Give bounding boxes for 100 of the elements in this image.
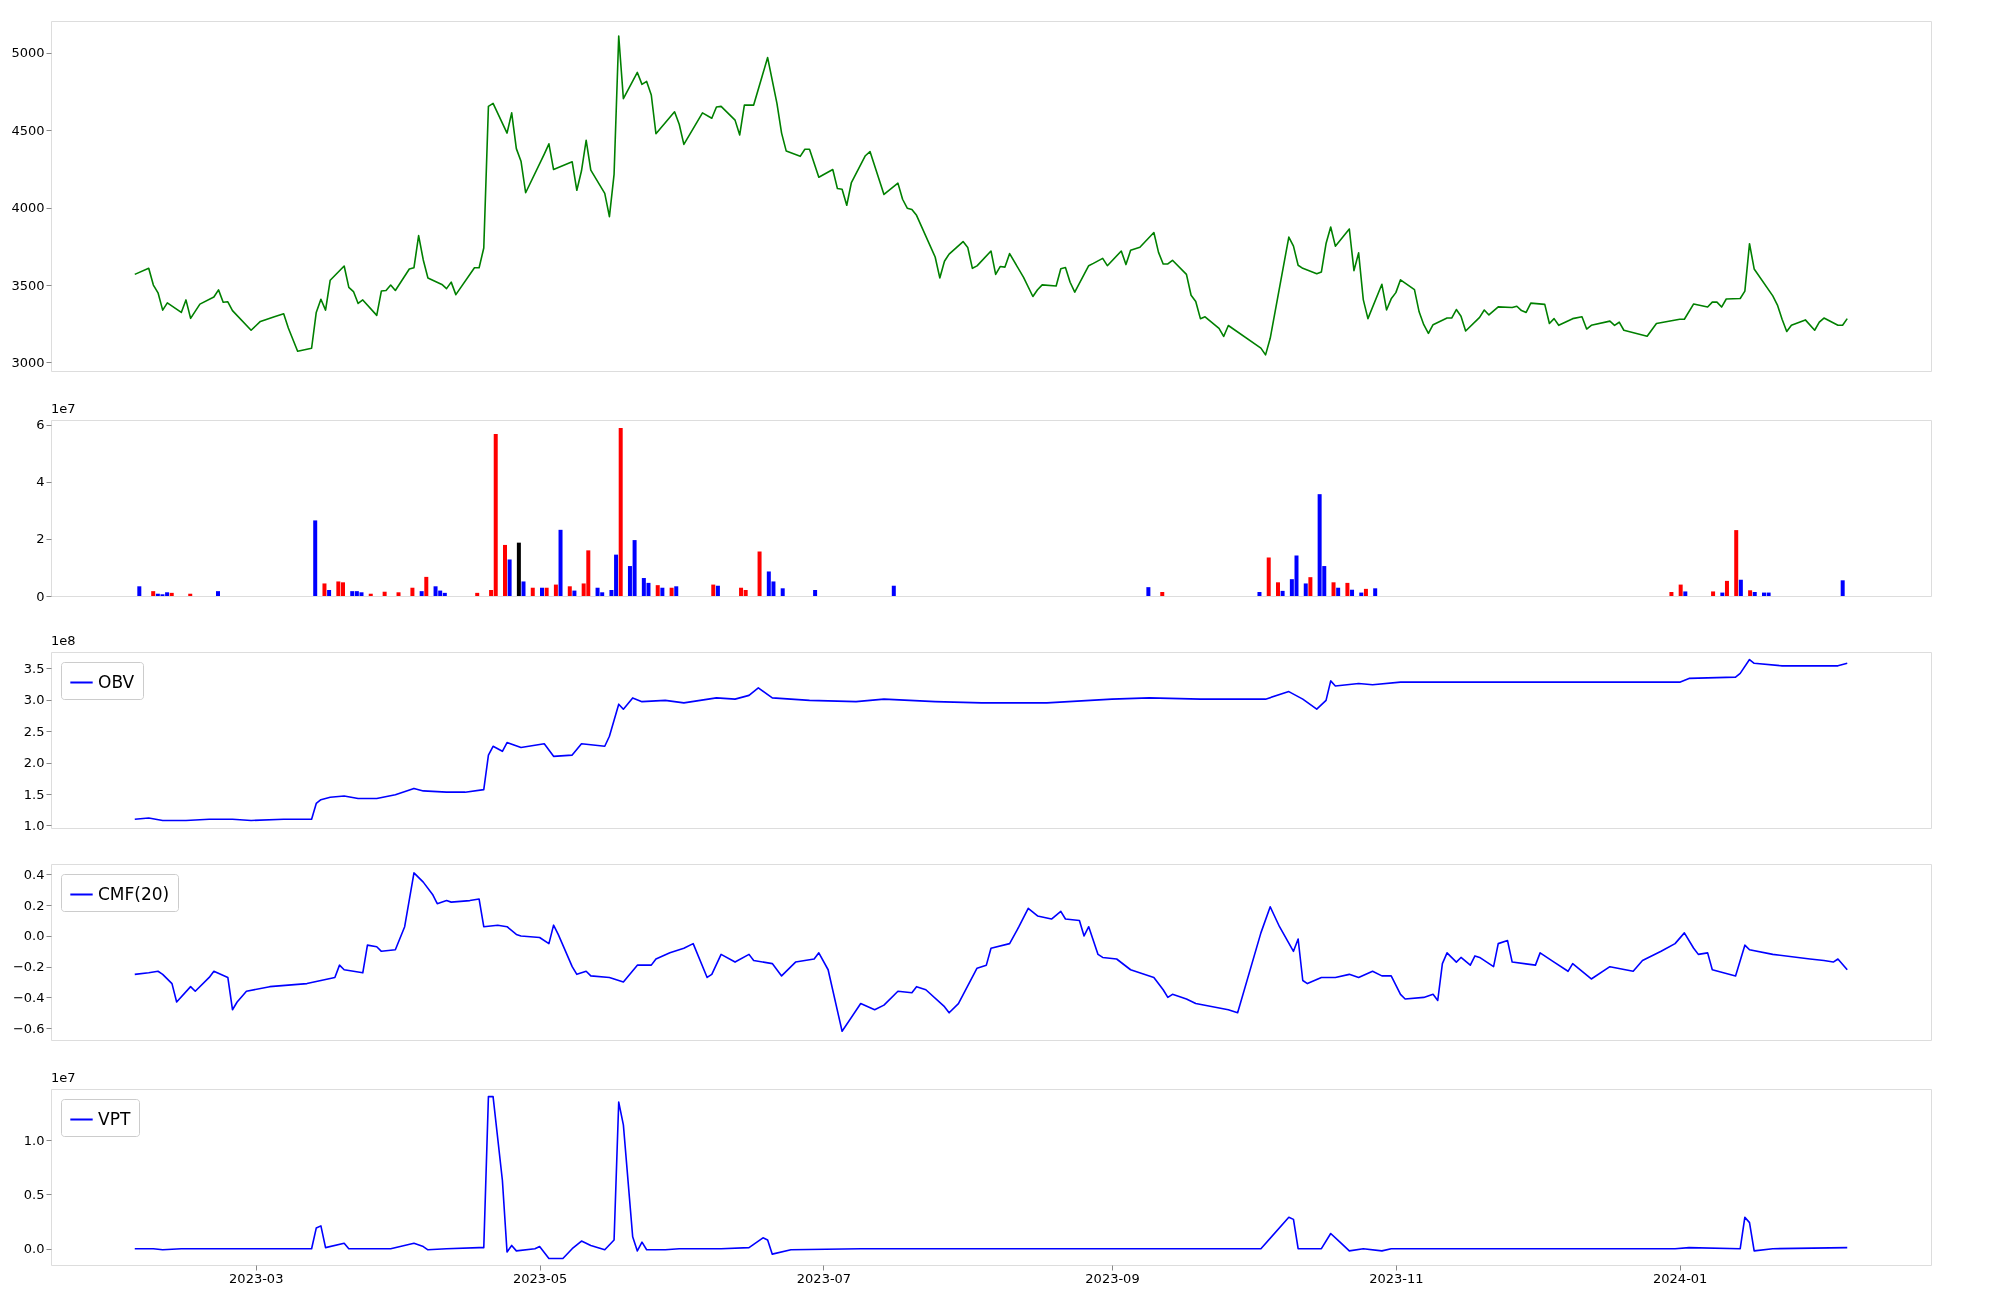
legend-label: OBV	[98, 671, 135, 692]
bar	[743, 590, 748, 596]
bar	[1748, 590, 1753, 596]
bar	[540, 587, 545, 596]
bar	[567, 586, 572, 596]
bar	[1683, 591, 1688, 596]
y-tick-label: 3500	[11, 277, 45, 293]
y-tick-label: −0.2	[12, 959, 45, 975]
bar	[1331, 582, 1336, 596]
bar	[553, 584, 558, 596]
bar	[1363, 588, 1368, 596]
bar	[327, 590, 332, 596]
bar	[396, 592, 401, 596]
bar	[1669, 592, 1674, 596]
bar	[739, 587, 744, 596]
bar	[669, 587, 674, 596]
legend-label: CMF(20)	[98, 883, 170, 904]
bar	[438, 590, 443, 596]
bar	[424, 576, 429, 596]
bar	[151, 591, 156, 596]
y-tick-label: 4	[36, 474, 45, 490]
bar	[350, 591, 355, 596]
bar	[1373, 588, 1378, 596]
bar	[646, 582, 651, 596]
bar	[1345, 582, 1350, 596]
y-tick-label: 2.0	[23, 755, 45, 771]
bar	[544, 587, 549, 596]
y-tick-label: 1.5	[23, 786, 45, 802]
y-tick-label: 0.2	[23, 897, 45, 913]
y-tick-label: 0.4	[23, 866, 45, 882]
bar	[1678, 584, 1683, 596]
bar	[516, 542, 521, 596]
bar	[586, 550, 591, 596]
bar	[507, 559, 512, 596]
y-tick-label: 0	[36, 588, 45, 604]
y-tick-label: 5000	[11, 45, 45, 61]
line-series	[133, 1095, 1849, 1260]
bar	[502, 544, 507, 596]
text: 1e7	[51, 401, 76, 416]
bar	[1734, 530, 1739, 596]
bar	[1280, 590, 1285, 596]
bar	[757, 551, 762, 596]
bar	[660, 587, 665, 596]
bar	[493, 433, 498, 596]
x-tick-label: 2023-05	[512, 1270, 568, 1286]
text: 1e8	[51, 633, 76, 648]
bar	[322, 583, 327, 596]
bar	[313, 520, 318, 596]
bar	[891, 585, 896, 596]
x-tick-label: 2023-09	[1085, 1270, 1140, 1286]
bar	[336, 581, 341, 596]
bar	[1308, 577, 1313, 596]
bar	[558, 529, 563, 596]
bar	[1724, 580, 1729, 596]
bar	[766, 571, 771, 596]
y-tick-label: 6	[36, 417, 45, 433]
bar	[595, 587, 600, 596]
x-tick-label: 2023-11	[1369, 1270, 1424, 1286]
bar	[419, 591, 424, 596]
bar	[641, 578, 646, 596]
bar	[521, 581, 526, 596]
legend-label: VPT	[98, 1108, 131, 1129]
y-tick-label: 0.5	[23, 1186, 45, 1202]
bar	[475, 592, 480, 596]
y-tick-label: 1.0	[23, 817, 45, 833]
bar	[169, 592, 174, 596]
bar	[137, 586, 142, 596]
y-tick-label: 3000	[11, 354, 45, 370]
bar	[530, 587, 535, 596]
bar	[572, 590, 577, 596]
bar	[1336, 587, 1341, 596]
y-tick-label: −0.6	[12, 1020, 45, 1036]
bar	[340, 582, 345, 596]
bar	[711, 584, 716, 596]
bar	[382, 591, 387, 596]
bar	[600, 592, 605, 596]
bar	[1294, 555, 1299, 596]
y-tick-label: 4000	[11, 200, 45, 216]
line-series	[133, 658, 1849, 822]
x-tick-label: 2023-03	[229, 1270, 284, 1286]
bar	[1840, 580, 1845, 596]
bar	[216, 591, 220, 596]
bar	[354, 591, 359, 596]
bar	[433, 586, 438, 596]
bar	[1752, 592, 1757, 596]
bar	[359, 592, 364, 596]
x-tick-label: 2023-07	[796, 1270, 852, 1286]
y-tick-label: 0.0	[23, 928, 45, 944]
bar	[618, 427, 623, 596]
bar	[1146, 587, 1151, 596]
y-tick-label: 2.5	[23, 723, 45, 739]
bar	[813, 590, 818, 596]
bar	[1350, 589, 1355, 596]
bar	[1711, 591, 1716, 596]
y-tick-label: 0.0	[23, 1241, 45, 1257]
y-tick-label: 3.0	[23, 692, 45, 708]
bar	[1738, 579, 1743, 596]
bar	[1257, 592, 1262, 596]
bar	[632, 540, 637, 596]
y-tick-label: 3.5	[23, 660, 45, 676]
